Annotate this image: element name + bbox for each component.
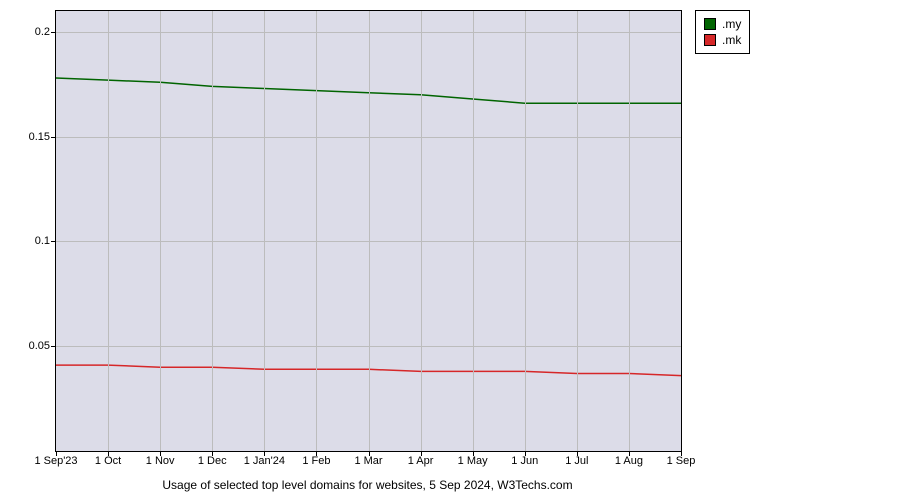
- legend-swatch: [704, 34, 716, 46]
- legend-item: .my: [704, 17, 741, 31]
- grid-line-vertical: [212, 11, 213, 451]
- grid-line-vertical: [264, 11, 265, 451]
- x-tick-label: 1 Feb: [302, 455, 330, 467]
- x-tick-label: 1 Sep: [667, 455, 696, 467]
- y-tick-label: 0.05: [29, 340, 50, 352]
- x-tick-label: 1 Mar: [354, 455, 382, 467]
- y-tick-label: 0.15: [29, 131, 50, 143]
- grid-line-vertical: [473, 11, 474, 451]
- x-tick-label: 1 May: [458, 455, 488, 467]
- chart-container: 0.05 0.1 0.15 0.2 1 Sep'23 1 Oct 1 Nov 1 Dec 1 J…: [0, 0, 900, 500]
- grid-line-vertical: [369, 11, 370, 451]
- grid-line-vertical: [421, 11, 422, 451]
- x-tick-label: 1 Dec: [198, 455, 227, 467]
- grid-line-vertical: [525, 11, 526, 451]
- grid-line-vertical: [108, 11, 109, 451]
- x-tick-label: 1 Nov: [146, 455, 175, 467]
- legend-label: .my: [722, 17, 741, 31]
- y-tick-label: 0.2: [35, 26, 50, 38]
- x-tick-label: 1 Jul: [565, 455, 588, 467]
- legend-label: .mk: [722, 33, 741, 47]
- plot-area: 0.050.10.150.21 Sep'231 Oct1 Nov1 Dec1 J…: [55, 10, 682, 452]
- x-tick-label: 1 Sep'23: [34, 455, 77, 467]
- grid-line-vertical: [577, 11, 578, 451]
- y-tick-label: 0.1: [35, 235, 50, 247]
- y-tick-mark: [51, 137, 56, 138]
- x-tick-label: 1 Aug: [615, 455, 643, 467]
- chart-caption: Usage of selected top level domains for …: [162, 478, 572, 492]
- x-tick-label: 1 Jan'24: [244, 455, 285, 467]
- y-tick-mark: [51, 32, 56, 33]
- legend: .my .mk: [695, 10, 750, 54]
- x-tick-label: 1 Oct: [95, 455, 121, 467]
- y-tick-mark: [51, 346, 56, 347]
- grid-line-vertical: [160, 11, 161, 451]
- y-tick-mark: [51, 241, 56, 242]
- x-tick-label: 1 Jun: [511, 455, 538, 467]
- legend-item: .mk: [704, 33, 741, 47]
- legend-swatch: [704, 18, 716, 30]
- x-tick-label: 1 Apr: [408, 455, 434, 467]
- grid-line-vertical: [316, 11, 317, 451]
- grid-line-vertical: [629, 11, 630, 451]
